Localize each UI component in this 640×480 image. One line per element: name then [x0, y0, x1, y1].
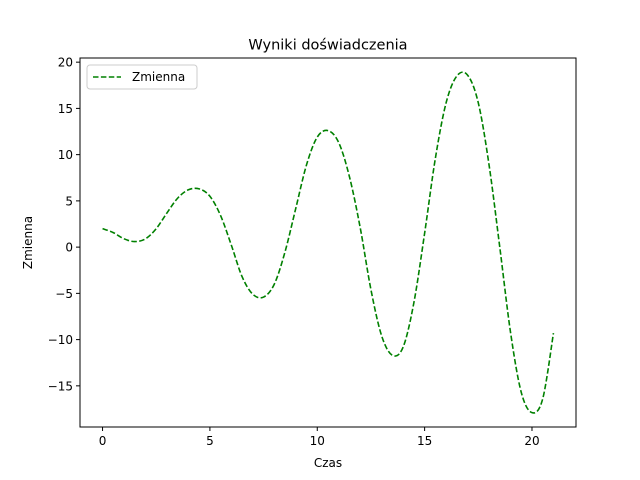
legend: Zmienna — [86, 64, 198, 90]
x-tick-label: 5 — [206, 434, 214, 448]
y-tick-label: 20 — [58, 56, 73, 70]
x-axis-label: Czas — [314, 456, 342, 470]
x-tick-label: 20 — [524, 434, 539, 448]
chart-title: Wyniki doświadczenia — [248, 38, 407, 54]
x-axis: 0 5 10 15 20 — [99, 427, 540, 448]
y-axis: −15 −10 −5 0 5 10 15 20 — [48, 56, 80, 393]
x-tick-label: 10 — [310, 434, 325, 448]
y-tick-label: 5 — [65, 194, 73, 208]
y-axis-label: Zmienna — [21, 216, 35, 269]
y-tick-label: −5 — [55, 287, 73, 301]
axes-frame — [79, 57, 577, 428]
x-tick-label: 15 — [417, 434, 432, 448]
y-tick-label: −15 — [48, 379, 73, 393]
y-tick-label: −10 — [48, 333, 73, 347]
x-tick-label: 0 — [99, 434, 107, 448]
legend-label: Zmienna — [132, 70, 185, 84]
y-tick-label: 15 — [58, 102, 73, 116]
series-line — [102, 71, 555, 414]
y-tick-label: 10 — [58, 148, 73, 162]
plot-area — [102, 71, 555, 414]
y-tick-label: 0 — [65, 241, 73, 255]
legend-box — [86, 64, 198, 90]
